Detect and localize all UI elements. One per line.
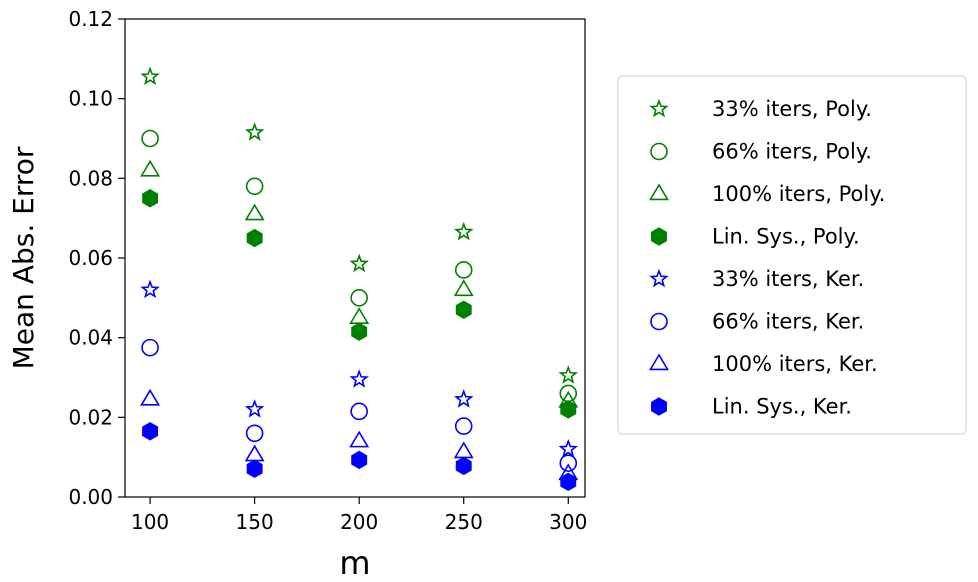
- legend: 33% iters, Poly. 66% iters, Poly. 100% ite…: [617, 75, 967, 435]
- data-point-hexagon: [560, 472, 577, 492]
- legend-box: [617, 75, 967, 435]
- series-6: [141, 338, 578, 472]
- x-axis-title: m: [339, 544, 370, 582]
- y-tick-label: 0.02: [68, 405, 113, 429]
- legend-label: 33% iters, Poly.: [712, 97, 872, 121]
- data-point-circle: [454, 417, 473, 435]
- x-tick-label: 100: [131, 510, 169, 534]
- legend-item: 66% iters, Poly.: [650, 140, 872, 164]
- legend-item: 33% iters, Ker.: [649, 267, 864, 291]
- data-point-circle: [141, 338, 159, 357]
- data-point-star: [244, 399, 265, 418]
- data-point-star: [558, 365, 579, 384]
- data-point-hexagon: [351, 322, 368, 341]
- x-tick-label: 250: [445, 510, 483, 534]
- legend-label: 66% iters, Poly.: [712, 140, 872, 164]
- series-4: [142, 189, 577, 419]
- legend-marker-star: [649, 268, 669, 288]
- legend-label: 66% iters, Ker.: [712, 310, 864, 334]
- y-tick-label: 0.06: [68, 246, 113, 270]
- legend-label: 33% iters, Ker.: [712, 267, 864, 291]
- data-point-star: [349, 253, 369, 273]
- data-point-star: [140, 66, 160, 86]
- data-point-circle: [350, 402, 368, 421]
- y-tick-label: 0.10: [68, 87, 113, 111]
- data-point-star: [558, 438, 579, 458]
- x-tick-label: 150: [236, 510, 274, 534]
- axis-ticks: 100 150 200 250 300 0.00 0.02 0.04 0.06 0.08 0.10 0…: [68, 7, 587, 534]
- legend-item: Lin. Sys., Poly.: [651, 225, 860, 249]
- data-point-triangle: [140, 159, 161, 177]
- y-tick-label: 0.04: [68, 326, 113, 350]
- data-point-star: [244, 122, 265, 141]
- legend-marker-circle: [650, 142, 668, 161]
- data-point-hexagon: [142, 422, 159, 441]
- legend-marker-hexagon: [651, 227, 667, 246]
- data-marks: [140, 66, 579, 492]
- data-point-triangle: [349, 307, 370, 324]
- legend-marker-triangle: [649, 353, 669, 371]
- y-tick-label: 0.00: [68, 485, 113, 509]
- data-point-hexagon: [455, 300, 472, 319]
- y-tick-label: 0.08: [68, 166, 113, 190]
- legend-marker-hexagon: [651, 397, 667, 416]
- data-point-circle: [454, 261, 473, 279]
- series-8: [142, 422, 577, 492]
- legend-item: 100% iters, Ker.: [649, 352, 878, 376]
- data-point-triangle: [453, 441, 474, 459]
- series-5: [140, 279, 579, 458]
- series-2: [141, 129, 578, 403]
- legend-marker-star: [649, 98, 669, 118]
- data-point-hexagon: [455, 456, 472, 476]
- plot-area-frame: [124, 18, 586, 498]
- legend-item: 100% iters, Poly.: [649, 182, 885, 206]
- legend-item: 66% iters, Ker.: [650, 310, 864, 334]
- data-point-triangle: [349, 430, 370, 448]
- data-point-hexagon: [142, 189, 159, 208]
- legend-label: Lin. Sys., Ker.: [712, 395, 852, 419]
- data-point-circle: [350, 289, 368, 307]
- data-point-triangle: [244, 444, 265, 462]
- legend-item: 33% iters, Poly.: [649, 97, 872, 121]
- x-tick-label: 200: [340, 510, 378, 534]
- x-tick-label: 300: [549, 510, 587, 534]
- legend-label: Lin. Sys., Poly.: [712, 225, 860, 249]
- data-point-triangle: [140, 388, 161, 406]
- data-point-hexagon: [246, 459, 263, 478]
- data-point-hexagon: [560, 400, 577, 419]
- legend-label: 100% iters, Poly.: [712, 182, 885, 206]
- data-point-star: [453, 221, 474, 241]
- data-point-star: [140, 279, 160, 299]
- data-point-star: [349, 369, 369, 388]
- data-point-triangle: [453, 279, 474, 297]
- legend-item: Lin. Sys., Ker.: [651, 395, 852, 419]
- series-1: [140, 66, 579, 384]
- data-point-circle: [245, 424, 264, 443]
- data-point-hexagon: [351, 450, 368, 470]
- data-point-hexagon: [246, 228, 263, 248]
- data-point-circle: [245, 177, 264, 196]
- data-point-star: [453, 389, 474, 408]
- data-point-circle: [559, 454, 578, 472]
- legend-marker-circle: [650, 312, 668, 331]
- data-point-triangle: [244, 203, 265, 221]
- y-tick-label: 0.12: [68, 7, 113, 31]
- legend-marker-triangle: [649, 183, 669, 201]
- y-axis-title: Mean Abs. Error: [7, 146, 40, 369]
- data-point-circle: [141, 129, 159, 148]
- legend-label: 100% iters, Ker.: [712, 352, 878, 376]
